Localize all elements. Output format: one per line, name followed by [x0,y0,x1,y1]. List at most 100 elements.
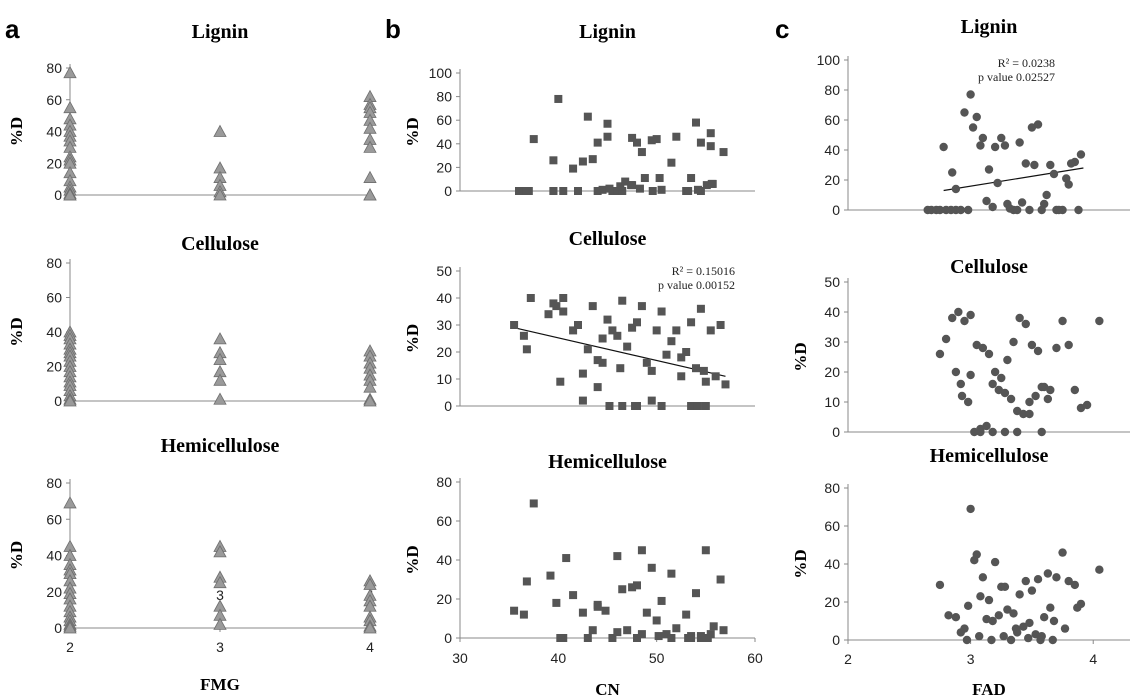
data-point [716,321,725,329]
data-point [569,164,578,173]
data-point [578,396,587,405]
y-tick-label: 20 [46,155,62,171]
data-point [633,634,641,642]
data-point [529,135,538,144]
chart-title: Hemicellulose [930,445,1049,467]
data-point [702,181,711,190]
data-point [990,142,1000,152]
data-point [997,373,1006,383]
data-point [652,135,661,144]
data-point [519,610,528,619]
data-point [1005,204,1015,213]
data-point [608,634,617,642]
data-point [554,94,563,103]
data-point [1019,409,1028,419]
data-point [1037,205,1046,215]
data-point [988,379,997,389]
data-point [1025,409,1034,419]
y-tick-label: 20 [46,584,62,600]
data-point [613,628,622,637]
data-point [605,402,614,410]
y-tick-label: 60 [824,518,840,534]
data-point [63,65,77,79]
data-point [988,202,997,212]
panel-letter-a: a [5,14,20,44]
data-point [1003,605,1012,614]
data-point [1025,397,1034,407]
data-point [627,181,636,190]
data-point [988,427,997,437]
data-point [1031,391,1040,401]
y-tick-label: 50 [436,263,452,279]
data-point [990,557,1000,567]
data-point [935,205,945,215]
data-point [984,349,994,359]
data-point [939,142,948,152]
data-point [1043,569,1053,578]
data-point [1052,573,1061,582]
data-point [978,573,988,582]
data-point [948,313,957,323]
data-point [994,611,1004,620]
data-point [966,90,975,99]
data-point [1058,316,1067,326]
data-point [1000,427,1010,437]
data-point [987,635,996,645]
y-tick-label: 20 [824,364,840,380]
data-point [559,294,568,302]
data-point [613,187,622,195]
y-axis-label: %D [403,545,422,574]
y-axis-label: %D [7,541,26,570]
y-tick-label: 0 [54,187,62,203]
data-point [1046,603,1055,612]
data-point [637,546,646,555]
data-point [968,123,978,132]
y-tick-label: 0 [54,620,62,636]
data-point [213,617,227,630]
data-point [578,608,587,617]
data-point [982,196,991,206]
y-tick-label: 80 [46,60,62,76]
data-point [603,119,612,128]
x-tick-label: 30 [452,650,468,666]
y-tick-label: 80 [824,82,840,98]
data-point [687,402,696,410]
chart-title: Lignin [579,21,636,43]
data-point [1013,427,1022,437]
data-point [956,205,965,215]
data-point [1019,622,1028,631]
data-point [956,379,965,389]
data-point [621,177,630,186]
chart-title: Hemicellulose [548,451,667,473]
data-point [593,138,602,147]
data-point [1027,340,1037,350]
x-tick-label: 4 [1089,651,1097,667]
x-axis-label: CN [595,680,620,699]
data-point [608,326,617,335]
data-point [1066,159,1076,168]
data-point [721,380,730,389]
x-tick-label: 3 [216,639,224,655]
y-tick-label: 20 [824,594,840,610]
data-point [963,205,973,215]
data-point [944,611,953,620]
data-point [696,138,705,147]
data-point [962,635,972,645]
y-tick-label: 80 [46,255,62,271]
y-tick-label: 0 [444,183,452,199]
data-point [519,331,528,340]
y-tick-label: 40 [824,556,840,572]
data-point [515,187,523,195]
data-point [692,589,700,598]
data-point [960,316,969,326]
data-point [559,187,568,195]
data-point [593,187,602,195]
data-point [716,575,725,584]
data-point [692,364,700,373]
data-point [1024,633,1033,643]
data-point [618,585,627,594]
data-point [1070,385,1080,395]
data-point [562,554,571,563]
data-point [1025,618,1034,628]
